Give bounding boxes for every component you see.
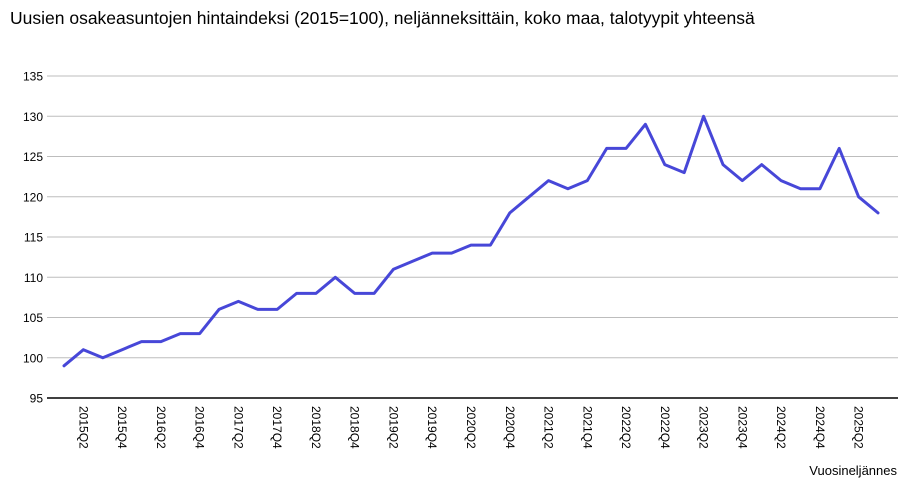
x-tick-label: 2023Q4 bbox=[735, 406, 749, 449]
x-tick-label: 2017Q2 bbox=[231, 406, 245, 449]
x-tick-label: 2022Q4 bbox=[658, 406, 672, 449]
y-tick-label: 95 bbox=[30, 392, 44, 406]
x-tick-label: 2018Q2 bbox=[309, 406, 323, 449]
x-tick-label: 2016Q4 bbox=[193, 406, 207, 449]
y-tick-label: 115 bbox=[24, 231, 43, 245]
x-tick-label: 2016Q2 bbox=[154, 406, 168, 449]
x-axis-title: Vuosineljännes bbox=[809, 463, 897, 478]
x-tick-label: 2018Q4 bbox=[348, 406, 362, 449]
x-tick-label: 2017Q4 bbox=[270, 406, 284, 449]
y-tick-label: 125 bbox=[23, 150, 43, 164]
y-tick-label: 130 bbox=[23, 110, 43, 124]
x-tick-label: 2020Q2 bbox=[464, 406, 478, 449]
gridlines bbox=[47, 75, 898, 399]
x-tick-label: 2024Q4 bbox=[813, 406, 827, 449]
y-tick-label: 135 bbox=[23, 70, 43, 84]
x-tick-label: 2015Q4 bbox=[115, 406, 129, 449]
y-tick-label: 105 bbox=[23, 311, 43, 325]
y-tick-label: 100 bbox=[23, 351, 43, 365]
x-tick-label: 2019Q2 bbox=[386, 406, 400, 449]
y-tick-label: 120 bbox=[23, 190, 43, 204]
x-tick-label: 2021Q4 bbox=[580, 406, 594, 449]
y-tick-label: 110 bbox=[24, 271, 43, 285]
x-tick-label: 2021Q2 bbox=[542, 406, 556, 449]
x-tick-label: 2015Q2 bbox=[76, 406, 90, 449]
x-tick-label: 2023Q2 bbox=[697, 406, 711, 449]
chart-title: Uusien osakeasuntojen hintaindeksi (2015… bbox=[10, 8, 755, 28]
x-tick-label: 2019Q4 bbox=[425, 406, 439, 449]
x-tick-label: 2022Q2 bbox=[619, 406, 633, 449]
price-index-line bbox=[62, 114, 880, 368]
x-tick-label: 2020Q4 bbox=[503, 406, 517, 449]
y-axis-labels: 95 100 105 110 115 120 125 130 135 bbox=[23, 70, 43, 406]
x-tick-label: 2025Q2 bbox=[852, 406, 866, 449]
x-tick-label: 2024Q2 bbox=[774, 406, 788, 449]
x-axis-labels: 2015Q2 2015Q4 2016Q2 2016Q4 2017Q2 2017Q4 2018… bbox=[76, 406, 865, 449]
